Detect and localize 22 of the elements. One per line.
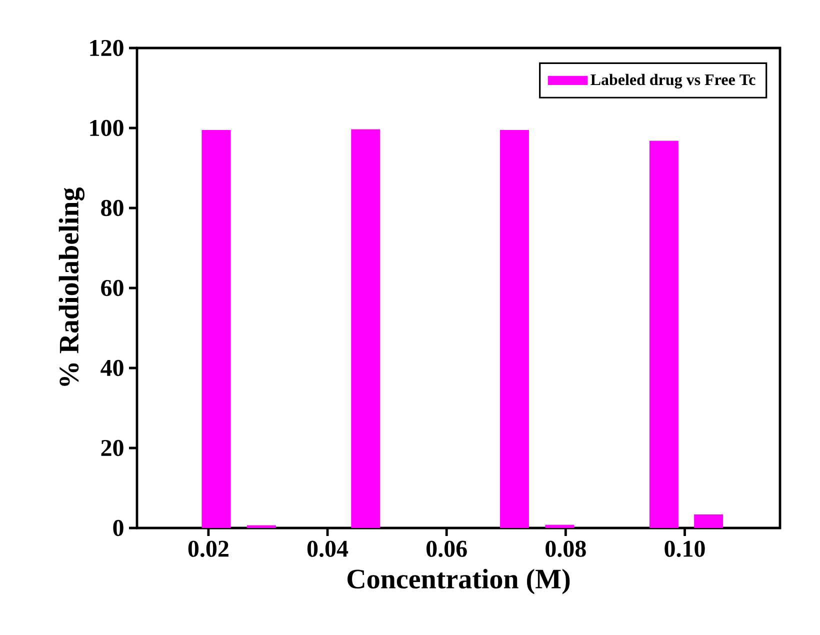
y-tick-label: 40 [100, 360, 124, 376]
bar [545, 524, 574, 528]
x-tick-label: 0.04 [307, 540, 348, 558]
bar [202, 130, 231, 528]
x-tick-label: 0.10 [664, 540, 705, 558]
x-tick-label: 0.08 [546, 540, 586, 558]
y-tick-label: 80 [101, 200, 124, 216]
y-tick-label: 20 [101, 440, 124, 456]
y-tick-label: 100 [90, 120, 124, 136]
y-tick-label: 0 [113, 520, 124, 536]
bar [694, 514, 724, 528]
y-tick-label: 120 [90, 40, 124, 56]
x-tick-label: 0.06 [426, 540, 467, 558]
bar [246, 525, 276, 528]
legend-label: Labeled drug vs Free Tc [590, 74, 756, 88]
x-tick-label: 0.02 [188, 540, 228, 558]
bar [351, 129, 380, 528]
y-tick-label: 60 [101, 280, 124, 296]
bar [500, 130, 529, 528]
bar [649, 140, 678, 528]
x-axis-title: Concentration (M) [348, 568, 570, 594]
y-axis-title: % Radiolabeling [58, 188, 84, 386]
